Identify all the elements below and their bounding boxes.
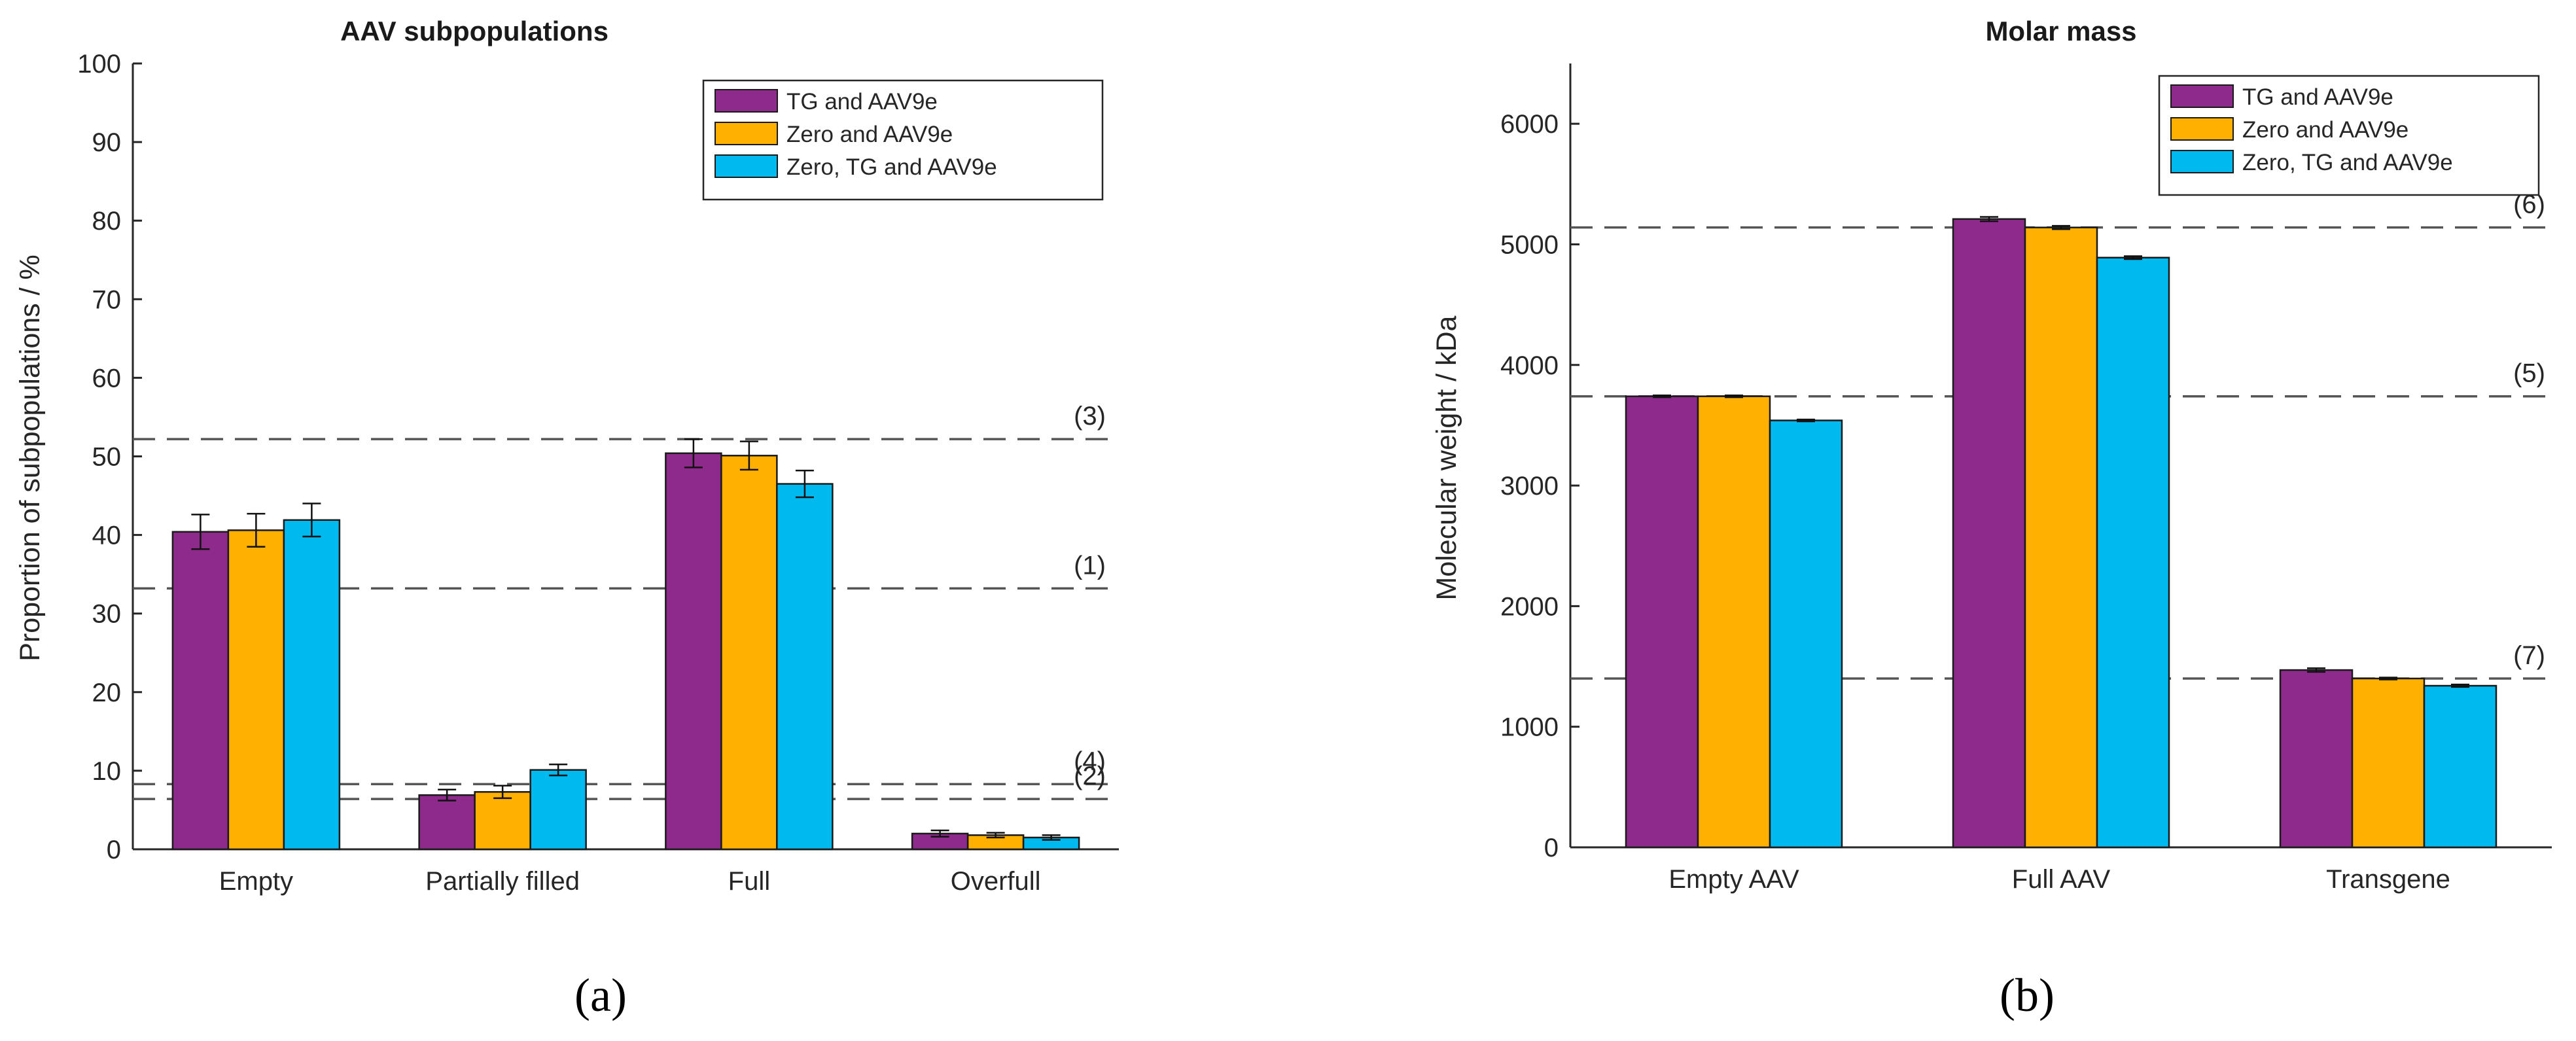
y-tick-label: 20 bbox=[92, 679, 122, 707]
panel-label: (b) bbox=[2000, 969, 2055, 1021]
legend-entry: Zero and AAV9e bbox=[786, 122, 953, 147]
y-tick-label: 4000 bbox=[1500, 351, 1559, 380]
y-tick-label: 30 bbox=[92, 600, 122, 629]
bar bbox=[1769, 419, 1843, 849]
reference-line-label: (2) bbox=[1074, 762, 1106, 790]
legend-swatch bbox=[715, 89, 778, 113]
bar bbox=[2096, 256, 2170, 849]
y-tick-label: 6000 bbox=[1500, 110, 1559, 139]
reference-line-label: (7) bbox=[2513, 641, 2545, 670]
y-tick-label: 100 bbox=[77, 50, 121, 79]
bar bbox=[720, 455, 778, 851]
y-axis-label: Proportion of subpopulations / % bbox=[14, 255, 46, 662]
y-tick-label: 50 bbox=[92, 443, 122, 472]
y-tick-label: 70 bbox=[92, 285, 122, 314]
bar bbox=[418, 794, 476, 851]
y-tick-label: 0 bbox=[1544, 834, 1559, 862]
bar bbox=[227, 529, 285, 851]
bar bbox=[776, 483, 834, 851]
bar bbox=[171, 531, 230, 851]
y-axis-label: Molecular weight / kDa bbox=[1431, 315, 1462, 600]
y-tick-label: 5000 bbox=[1500, 230, 1559, 259]
x-tick-label: Overfull bbox=[951, 867, 1041, 896]
legend-swatch bbox=[715, 154, 778, 178]
x-tick-label: Full bbox=[728, 867, 770, 896]
bar bbox=[1697, 395, 1771, 849]
legend-entry: TG and AAV9e bbox=[786, 89, 938, 115]
x-tick-label: Empty bbox=[219, 867, 293, 896]
legend-entry: Zero, TG and AAV9e bbox=[786, 154, 997, 180]
y-tick-label: 90 bbox=[92, 128, 122, 157]
legend: TG and AAV9e Zero and AAV9e Zero, TG and A… bbox=[702, 79, 1104, 201]
panel-label: (a) bbox=[574, 969, 627, 1021]
y-tick-label: 1000 bbox=[1500, 713, 1559, 742]
legend-swatch bbox=[2170, 150, 2234, 173]
legend-entry: Zero and AAV9e bbox=[2242, 117, 2408, 143]
bar bbox=[529, 769, 587, 851]
y-tick-label: 60 bbox=[92, 364, 122, 393]
y-tick-label: 0 bbox=[107, 836, 121, 864]
bar bbox=[1952, 218, 2026, 849]
legend-entry: TG and AAV9e bbox=[2242, 84, 2393, 110]
bar bbox=[474, 791, 531, 851]
bar bbox=[2279, 669, 2354, 849]
bar bbox=[665, 452, 722, 851]
panel-a-chart: AAV subpopulations Proportion of subpopu… bbox=[14, 16, 1119, 1021]
chart-title: Molar mass bbox=[1985, 16, 2136, 46]
y-tick-label: 80 bbox=[92, 207, 122, 236]
y-tick-label: 3000 bbox=[1500, 472, 1559, 501]
bars bbox=[171, 452, 1080, 851]
legend-swatch bbox=[715, 122, 778, 145]
legend-swatch bbox=[2170, 84, 2234, 108]
legend-swatch bbox=[2170, 117, 2234, 141]
error-bars bbox=[191, 438, 1061, 841]
y-tick-label: 40 bbox=[92, 521, 122, 550]
bars bbox=[1625, 218, 2497, 849]
y-tick-label: 10 bbox=[92, 757, 122, 786]
x-tick-label: Full AAV bbox=[2012, 865, 2111, 894]
legend: TG and AAV9e Zero and AAV9e Zero, TG and A… bbox=[2158, 75, 2540, 196]
x-tick-label: Empty AAV bbox=[1668, 865, 1799, 894]
reference-line-label: (1) bbox=[1074, 551, 1106, 580]
reference-line-label: (5) bbox=[2513, 359, 2545, 388]
reference-line-label: (3) bbox=[1074, 402, 1106, 431]
x-tick-label: Transgene bbox=[2326, 865, 2450, 894]
bar bbox=[283, 519, 341, 851]
y-tick-label: 2000 bbox=[1500, 592, 1559, 621]
chart-title: AAV subpopulations bbox=[340, 16, 609, 46]
bar bbox=[2423, 684, 2497, 849]
bar bbox=[2024, 226, 2098, 849]
panel-b-chart: Molar mass Molecular weight / kDa (b) 0 1… bbox=[1431, 16, 2552, 1021]
x-tick-label: Partially filled bbox=[425, 867, 580, 896]
bar bbox=[1625, 395, 1699, 849]
reference-lines: (3) (1) (4)(2) bbox=[133, 402, 1119, 800]
reference-line-label: (4) bbox=[1074, 747, 1106, 775]
axes: 0 1000 2000 3000 4000 5000 6000 Empty AAV Full A… bbox=[1500, 63, 2552, 894]
legend-entry: Zero, TG and AAV9e bbox=[2242, 150, 2453, 175]
bar bbox=[2351, 677, 2426, 849]
error-bars bbox=[1653, 216, 2469, 688]
